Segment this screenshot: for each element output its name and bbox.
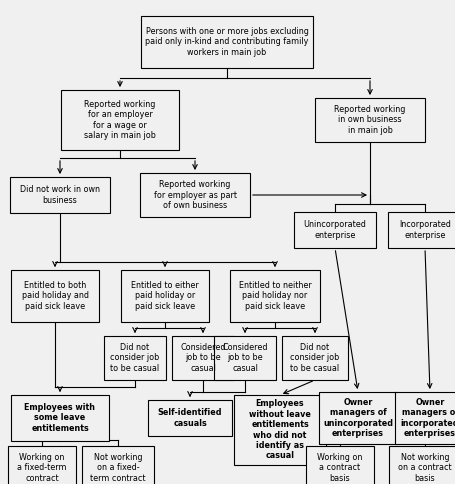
Bar bbox=[315, 98, 425, 142]
Bar bbox=[395, 392, 455, 444]
Bar bbox=[121, 270, 209, 322]
Text: Employees
without leave
entitlements
who did not
identify as
casual: Employees without leave entitlements who… bbox=[249, 399, 311, 460]
Text: Owner
managers of
unincorporated
enterprises: Owner managers of unincorporated enterpr… bbox=[323, 398, 393, 438]
Text: Working on
a fixed-term
contract: Working on a fixed-term contract bbox=[17, 453, 67, 483]
Text: Not working
on a contract
basis: Not working on a contract basis bbox=[398, 453, 452, 483]
Bar bbox=[104, 336, 166, 380]
Text: Owner
managers of
incorporated
enterprises: Owner managers of incorporated enterpris… bbox=[401, 398, 455, 438]
Bar bbox=[319, 392, 397, 444]
Text: Considered
job to be
casual: Considered job to be casual bbox=[180, 343, 226, 373]
Text: Reported working
for an employer
for a wage or
salary in main job: Reported working for an employer for a w… bbox=[84, 100, 156, 140]
Text: Entitled to both
paid holiday and
paid sick leave: Entitled to both paid holiday and paid s… bbox=[21, 281, 89, 311]
Bar bbox=[389, 446, 455, 484]
Text: Did not
consider job
to be casual: Did not consider job to be casual bbox=[290, 343, 339, 373]
Text: Unincorporated
enterprise: Unincorporated enterprise bbox=[303, 220, 366, 240]
Text: Employees with
some leave
entitlements: Employees with some leave entitlements bbox=[25, 403, 96, 433]
Bar bbox=[230, 270, 320, 322]
Bar bbox=[61, 90, 179, 150]
Bar bbox=[282, 336, 348, 380]
Text: Not working
on a fixed-
term contract: Not working on a fixed- term contract bbox=[90, 453, 146, 483]
Text: Did not
consider job
to be casual: Did not consider job to be casual bbox=[111, 343, 160, 373]
Bar bbox=[8, 446, 76, 484]
Text: Reported working
for employer as part
of own business: Reported working for employer as part of… bbox=[153, 180, 237, 210]
Bar bbox=[10, 177, 110, 213]
Bar bbox=[294, 212, 376, 248]
Text: Did not work in own
business: Did not work in own business bbox=[20, 185, 100, 205]
Text: Self-identified
casuals: Self-identified casuals bbox=[158, 408, 222, 428]
Text: Incorporated
enterprise: Incorporated enterprise bbox=[399, 220, 451, 240]
Text: Entitled to neither
paid holiday nor
paid sick leave: Entitled to neither paid holiday nor pai… bbox=[238, 281, 311, 311]
Bar bbox=[141, 16, 313, 68]
Text: Entitled to either
paid holiday or
paid sick leave: Entitled to either paid holiday or paid … bbox=[131, 281, 199, 311]
Bar bbox=[82, 446, 154, 484]
Text: Reported working
in own business
in main job: Reported working in own business in main… bbox=[334, 105, 406, 135]
Bar bbox=[388, 212, 455, 248]
Bar bbox=[214, 336, 276, 380]
Bar bbox=[11, 270, 99, 322]
Text: Considered
job to be
casual: Considered job to be casual bbox=[222, 343, 268, 373]
Bar bbox=[11, 395, 109, 441]
Bar bbox=[306, 446, 374, 484]
Text: Persons with one or more jobs excluding
paid only in-kind and contributing famil: Persons with one or more jobs excluding … bbox=[145, 27, 308, 57]
Bar bbox=[172, 336, 234, 380]
Bar bbox=[234, 395, 326, 465]
Bar bbox=[140, 173, 250, 217]
Bar bbox=[148, 400, 232, 436]
Text: Working on
a contract
basis: Working on a contract basis bbox=[317, 453, 363, 483]
